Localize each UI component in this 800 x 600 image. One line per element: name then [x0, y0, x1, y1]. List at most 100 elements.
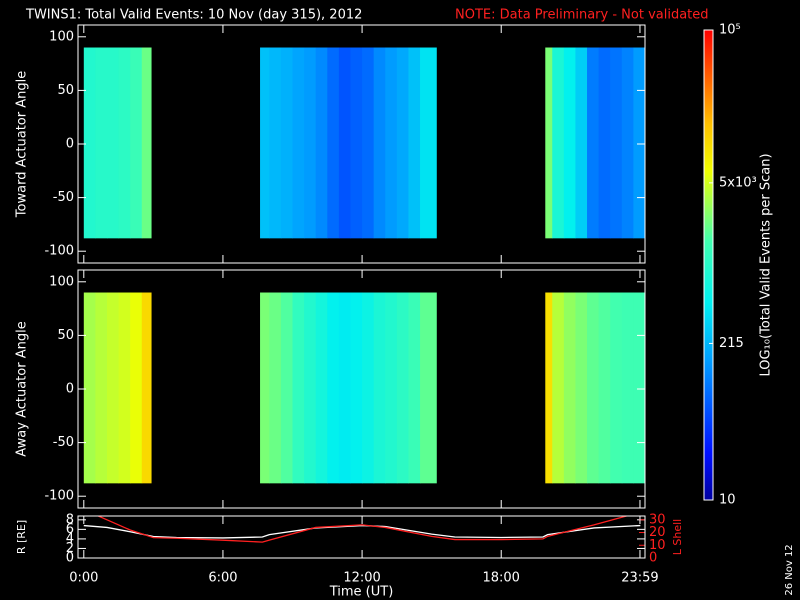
heatmap-cell [563, 47, 576, 239]
heatmap-cell [575, 292, 588, 484]
y-tick-label: 50 [57, 83, 74, 98]
heatmap-cell [610, 292, 623, 484]
y2-tick-label: 10 [649, 538, 666, 553]
heatmap-cell [292, 47, 305, 239]
x-tick-label: 23:59 [621, 571, 658, 586]
heatmap-cell [350, 292, 363, 484]
heatmap-cell [373, 47, 386, 239]
y2-tick-label: 30 [649, 512, 666, 527]
y-tick-label: -100 [44, 244, 74, 259]
heatmap-cell [633, 292, 646, 484]
heatmap-cell [338, 47, 351, 239]
heatmap-cell [362, 292, 375, 484]
heatmap-cell [552, 292, 565, 484]
heatmap-cell [83, 47, 96, 239]
y-tick-label: -50 [53, 435, 74, 450]
y-tick-label: 100 [49, 29, 74, 44]
x-tick-label: 6:00 [208, 571, 237, 586]
heatmap-cell [141, 47, 152, 239]
colorbar-tick-label: 10⁵ [719, 23, 741, 38]
y-tick-label: 0 [66, 137, 74, 152]
y-tick-label: 100 [49, 274, 74, 289]
heatmap-cell [260, 292, 270, 484]
heatmap-cell [118, 47, 131, 239]
heatmap-cell [621, 47, 634, 239]
heatmap-cell [130, 292, 143, 484]
heatmap-cell [545, 47, 553, 239]
heatmap-cell [420, 47, 437, 239]
heatmap-cell [338, 292, 351, 484]
heatmap-cell [373, 292, 386, 484]
heatmap-cell [118, 292, 131, 484]
heatmap-cell [598, 47, 611, 239]
line-group [83, 516, 641, 543]
heatmap-cell [350, 47, 363, 239]
heatmap-cell [95, 292, 108, 484]
heatmap-cell [385, 292, 398, 484]
heatmap-cell [396, 47, 409, 239]
heatmap-cell [292, 292, 305, 484]
heatmap-cell [396, 292, 409, 484]
y-tick-label: -50 [53, 190, 74, 205]
y-axis-label: Away Actuator Angle [15, 321, 30, 456]
heatmap-cell [304, 292, 317, 484]
colorbar-tick-label: 215 [719, 336, 744, 351]
heatmap-cell [141, 292, 152, 484]
x-tick-label: 12:00 [343, 571, 380, 586]
date-stamp: 26 Nov 12 [784, 544, 795, 595]
heatmap-cell [563, 292, 576, 484]
y-tick-label: 6 [66, 522, 74, 537]
heatmap-cell [106, 47, 120, 239]
heatmap-cell [420, 292, 437, 484]
heatmap-cell [598, 292, 611, 484]
y-axis-label: R [RE] [15, 520, 28, 554]
heatmap-cell [587, 47, 600, 239]
heatmap-cell [315, 47, 328, 239]
y-tick-label: 2 [66, 541, 74, 556]
heatmap-cell [327, 47, 340, 239]
heatmap-cell [280, 47, 294, 239]
heatmap-cell [260, 47, 270, 239]
y-axis-label: Toward Actuator Angle [15, 71, 30, 218]
heatmap-cell [552, 47, 565, 239]
heatmap-cell [633, 47, 646, 239]
x-axis-label: Time (UT) [329, 585, 394, 600]
y2-tick-label: 20 [649, 525, 666, 540]
heatmap-cell [83, 292, 96, 484]
heatmap-cell [621, 292, 634, 484]
heatmap-cell [130, 47, 143, 239]
y-tick-label: 8 [66, 512, 74, 527]
heatmap-cell [280, 292, 294, 484]
heatmap-cell [269, 47, 282, 239]
heatmap-cell [610, 47, 623, 239]
y-tick-label: 50 [57, 328, 74, 343]
x-tick-label: 0:00 [69, 571, 98, 586]
heatmap-cell [362, 47, 375, 239]
y-tick-label: -100 [44, 489, 74, 504]
colorbar-tick-label: 5x10³ [719, 175, 757, 190]
y-tick-label: 4 [66, 531, 74, 546]
heatmap-cell [385, 47, 398, 239]
heatmap-cell [304, 47, 317, 239]
heatmap-cell [408, 292, 421, 484]
y2-tick-label: 0 [649, 551, 657, 566]
heatmap-cell [575, 47, 588, 239]
heatmap-cell [95, 47, 108, 239]
y-tick-label: 0 [66, 382, 74, 397]
x-tick-label: 18:00 [482, 571, 519, 586]
colorbar-label: LOG₁₀(Total Valid Events per Scan) [759, 153, 774, 376]
plot-frame [77, 515, 646, 559]
y-tick-label: 0 [66, 551, 74, 566]
heatmap-cell [327, 292, 340, 484]
heatmap-cell [315, 292, 328, 484]
y2-axis-label: L Shell [671, 519, 684, 555]
heatmap-cell [408, 47, 421, 239]
note: NOTE: Data Preliminary - Not validated [455, 8, 709, 23]
colorbar [703, 29, 714, 501]
heatmap-cell [269, 292, 282, 484]
chart-title: TWINS1: Total Valid Events: 10 Nov (day … [25, 8, 362, 23]
heatmap-cell [545, 292, 553, 484]
heatmap-cell [587, 292, 600, 484]
colorbar-tick-label: 10 [719, 493, 736, 508]
